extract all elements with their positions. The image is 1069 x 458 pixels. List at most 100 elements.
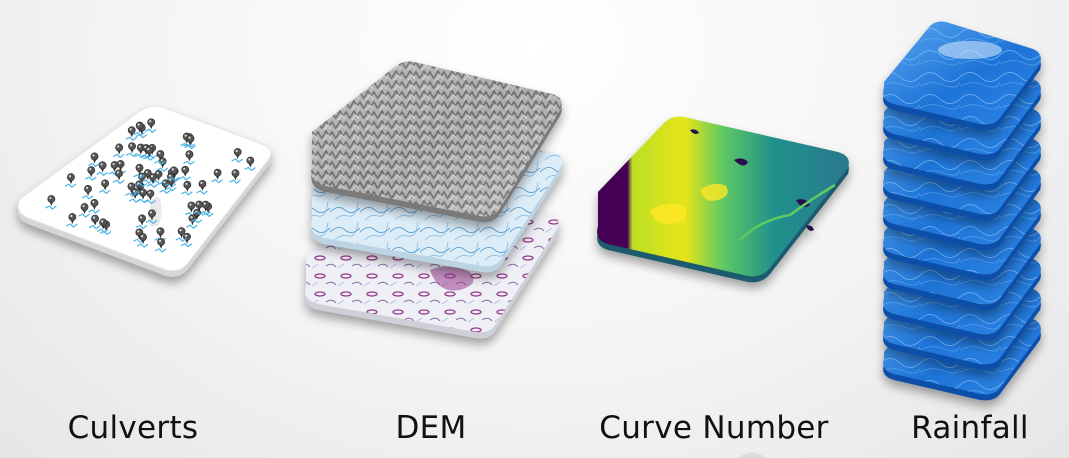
stream-segment bbox=[135, 133, 148, 139]
map-pin-icon bbox=[149, 173, 157, 185]
stream-segment bbox=[142, 156, 155, 161]
stream-segment bbox=[184, 144, 196, 150]
stream-segment bbox=[229, 179, 241, 184]
map-pin-icon bbox=[135, 121, 144, 133]
rainfall-stack bbox=[883, 21, 1041, 401]
stream-segment bbox=[66, 223, 78, 228]
stream-segment bbox=[81, 195, 94, 200]
map-pin-icon bbox=[139, 188, 147, 200]
map-pin-icon bbox=[91, 214, 99, 226]
stream-segment bbox=[125, 136, 138, 142]
stream-segment bbox=[141, 179, 154, 184]
stream-segment bbox=[99, 230, 112, 236]
stream-segment bbox=[78, 213, 90, 218]
stream-segment bbox=[144, 199, 156, 205]
stream-segment bbox=[135, 224, 148, 230]
pointer-hint bbox=[738, 452, 766, 458]
map-pin-icon bbox=[157, 237, 165, 249]
map-pin-icon bbox=[186, 134, 195, 146]
stream-segment bbox=[146, 183, 159, 188]
stream-segment bbox=[133, 131, 146, 137]
stream-segment bbox=[133, 174, 145, 179]
map-pin-icon bbox=[195, 200, 204, 212]
stream-segment bbox=[154, 248, 167, 253]
stream-segment bbox=[178, 176, 191, 181]
stream-segment bbox=[190, 218, 203, 224]
stream-segment bbox=[136, 198, 149, 204]
stream-segment bbox=[175, 237, 187, 242]
map-pin-icon bbox=[147, 118, 156, 130]
map-pin-icon bbox=[145, 146, 154, 158]
stream-segment bbox=[192, 210, 205, 216]
map-pin-icon bbox=[84, 184, 92, 196]
stream-segment bbox=[125, 152, 138, 158]
map-pin-icon bbox=[148, 209, 156, 221]
stream-segment bbox=[159, 189, 171, 195]
stream-segment bbox=[165, 186, 177, 192]
stream-segment bbox=[180, 243, 193, 248]
map-pin-icon bbox=[156, 227, 165, 239]
stream-segment bbox=[145, 219, 158, 225]
curve-number-label: Curve Number bbox=[599, 410, 829, 446]
map-pin-icon bbox=[127, 182, 136, 194]
map-pin-icon bbox=[139, 233, 147, 245]
stream-segment bbox=[154, 160, 166, 165]
map-pin-icon bbox=[231, 169, 240, 181]
dem-hillshade-sheet bbox=[311, 61, 562, 223]
map-pin-icon bbox=[201, 200, 210, 212]
stream-segment bbox=[181, 191, 193, 196]
map-pin-icon bbox=[128, 142, 136, 154]
map-pin-icon bbox=[233, 148, 242, 160]
map-pin-icon bbox=[110, 161, 119, 173]
stream-segment bbox=[231, 158, 244, 163]
stream-segment bbox=[211, 178, 223, 184]
map-pin-icon bbox=[127, 126, 136, 138]
stream-segment bbox=[112, 153, 125, 159]
stream-segment bbox=[45, 205, 57, 210]
map-pin-icon bbox=[90, 199, 99, 210]
stream-segment bbox=[201, 212, 214, 218]
map-pin-icon bbox=[68, 213, 77, 224]
stream-segment bbox=[145, 154, 158, 159]
stream-segment bbox=[156, 167, 168, 173]
map-pin-icon bbox=[115, 169, 123, 181]
stream-segment bbox=[96, 228, 109, 234]
stream-segment bbox=[88, 224, 101, 230]
stream-segment bbox=[136, 243, 149, 248]
stream-segment bbox=[98, 189, 111, 195]
map-pin-icon bbox=[67, 173, 75, 185]
culverts-tile bbox=[17, 105, 272, 277]
rainfall-label: Rainfall bbox=[911, 410, 1029, 446]
dem-stack bbox=[305, 61, 563, 339]
curve-number-tile bbox=[597, 116, 849, 283]
map-pin-icon bbox=[99, 218, 108, 230]
map-pin-icon bbox=[138, 214, 146, 226]
culvert-markers bbox=[45, 118, 256, 253]
map-pin-icon bbox=[181, 165, 190, 177]
dem-label: DEM bbox=[395, 410, 467, 446]
rainfall-highlight bbox=[938, 41, 1002, 59]
stream-segment bbox=[84, 176, 97, 181]
map-pin-icon bbox=[246, 156, 255, 168]
map-pin-icon bbox=[87, 166, 96, 178]
stream-segment bbox=[186, 224, 198, 230]
stream-segment bbox=[88, 209, 100, 214]
stream-segment bbox=[180, 142, 193, 148]
stream-segment bbox=[167, 176, 180, 182]
stream-segment bbox=[134, 153, 147, 159]
culverts-label: Culverts bbox=[67, 410, 199, 446]
map-pin-icon bbox=[143, 169, 152, 181]
stream-segment bbox=[183, 160, 195, 166]
map-pin-icon bbox=[156, 150, 165, 162]
map-pin-icon bbox=[98, 161, 107, 173]
map-pin-icon bbox=[198, 179, 207, 191]
map-pin-icon bbox=[101, 179, 110, 191]
map-pin-icon bbox=[177, 227, 186, 239]
stream-segment bbox=[125, 192, 137, 198]
stream-segment bbox=[96, 171, 108, 177]
rainfall-sheet bbox=[883, 21, 1041, 131]
stream-segment bbox=[196, 190, 208, 195]
stream-segment bbox=[144, 128, 157, 134]
stream-segment bbox=[88, 162, 100, 168]
